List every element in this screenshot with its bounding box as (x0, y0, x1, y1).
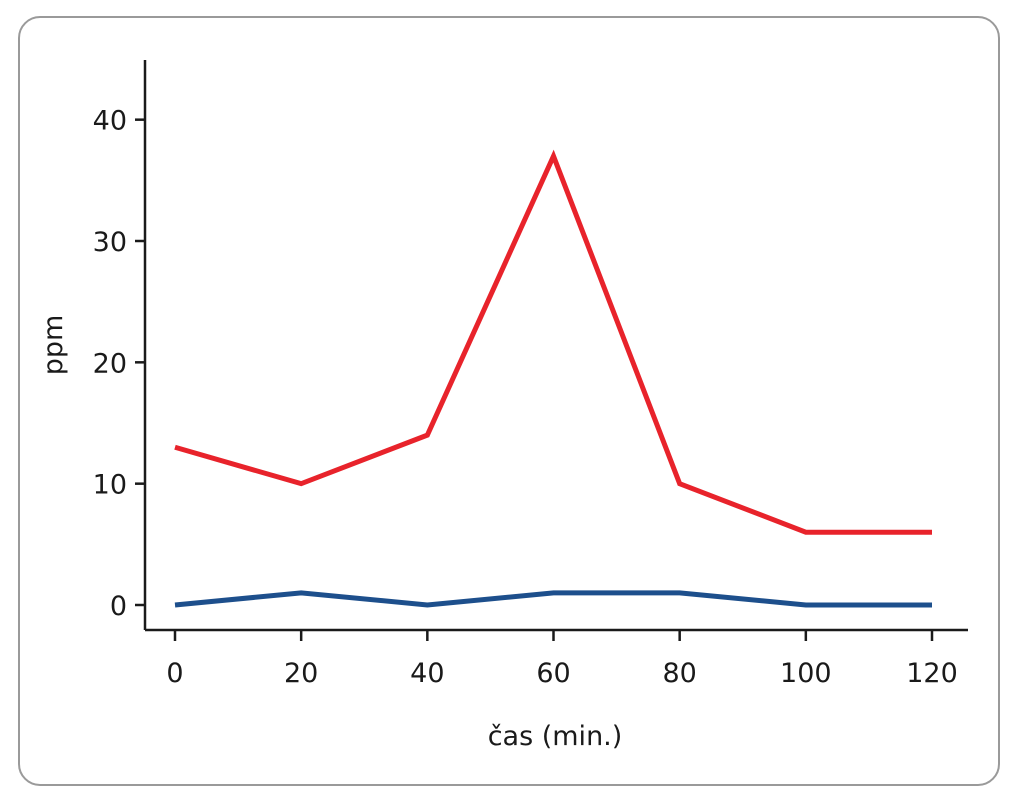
x-ticks: 0 20 40 60 80 100 120 (166, 630, 958, 689)
x-tick-label: 80 (662, 658, 696, 689)
x-tick-label: 40 (410, 658, 444, 689)
y-ticks: 0 10 20 30 40 (93, 106, 145, 622)
x-tick-label: 20 (284, 658, 318, 689)
y-tick-label: 40 (93, 106, 127, 137)
y-tick-label: 10 (93, 470, 127, 501)
y-tick-label: 30 (93, 227, 127, 258)
y-tick-label: 20 (93, 348, 127, 379)
x-tick-label: 100 (780, 658, 832, 689)
series-line-2 (174, 590, 932, 608)
y-tick-label: 0 (110, 591, 127, 622)
x-axis-title: čas (min.) (488, 721, 623, 752)
chart-frame (18, 16, 1000, 786)
series-line-1 (174, 149, 932, 535)
y-axis-title: ppm (38, 315, 69, 376)
series-layer (174, 149, 933, 608)
axes (143, 60, 968, 632)
x-tick-label: 0 (166, 658, 183, 689)
x-tick-label: 120 (906, 658, 958, 689)
x-tick-label: 60 (536, 658, 570, 689)
